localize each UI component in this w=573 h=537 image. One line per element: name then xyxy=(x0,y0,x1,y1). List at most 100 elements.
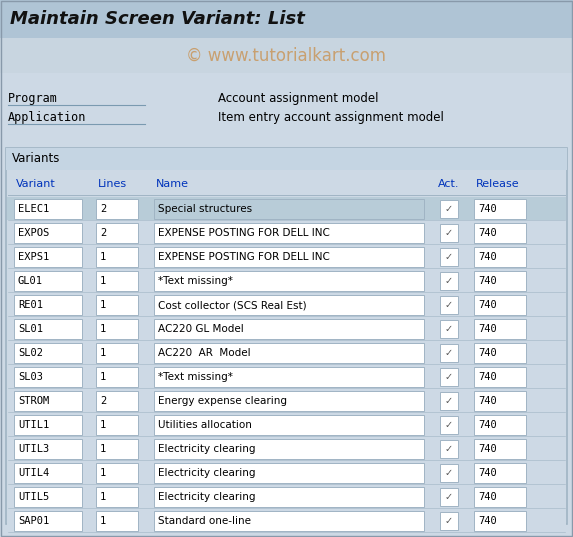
Bar xyxy=(154,319,424,339)
Bar xyxy=(96,199,138,219)
Bar xyxy=(440,440,458,458)
Bar xyxy=(7,437,566,460)
Text: Act.: Act. xyxy=(438,179,460,189)
Bar xyxy=(96,463,138,483)
Bar xyxy=(474,199,526,219)
Bar xyxy=(7,293,566,316)
Text: 740: 740 xyxy=(478,444,497,454)
Bar xyxy=(440,248,458,266)
Bar xyxy=(474,343,526,363)
Text: 740: 740 xyxy=(478,252,497,262)
Text: 740: 740 xyxy=(478,492,497,502)
Text: Electricity clearing: Electricity clearing xyxy=(158,468,256,478)
Bar xyxy=(0,0,573,38)
Bar xyxy=(14,295,82,315)
Bar xyxy=(474,415,526,435)
Bar xyxy=(474,487,526,507)
Text: ✓: ✓ xyxy=(445,420,453,430)
Bar xyxy=(14,415,82,435)
Bar xyxy=(440,512,458,530)
Bar xyxy=(440,224,458,242)
Text: GL01: GL01 xyxy=(18,276,43,286)
Text: © www.tutorialkart.com: © www.tutorialkart.com xyxy=(186,47,387,64)
Text: ✓: ✓ xyxy=(445,396,453,406)
Bar xyxy=(154,439,424,459)
Text: RE01: RE01 xyxy=(18,300,43,310)
Text: 740: 740 xyxy=(478,420,497,430)
Bar xyxy=(7,317,566,340)
Bar xyxy=(154,247,424,267)
Text: UTIL1: UTIL1 xyxy=(18,420,49,430)
Text: Electricity clearing: Electricity clearing xyxy=(158,444,256,454)
Text: 2: 2 xyxy=(100,396,106,406)
Bar xyxy=(7,245,566,268)
Text: Utilities allocation: Utilities allocation xyxy=(158,420,252,430)
Text: 2: 2 xyxy=(100,204,106,214)
Bar xyxy=(7,461,566,484)
Text: 1: 1 xyxy=(100,444,106,454)
Text: Special structures: Special structures xyxy=(158,204,252,214)
Text: EXPOS: EXPOS xyxy=(18,228,49,238)
Bar xyxy=(154,343,424,363)
Text: 1: 1 xyxy=(100,300,106,310)
Text: Variant: Variant xyxy=(16,179,56,189)
Bar xyxy=(440,272,458,290)
Text: 1: 1 xyxy=(100,516,106,526)
Text: 1: 1 xyxy=(100,324,106,334)
Bar xyxy=(154,367,424,387)
Bar xyxy=(440,464,458,482)
Text: ✓: ✓ xyxy=(445,444,453,454)
Bar xyxy=(154,415,424,435)
Text: ✓: ✓ xyxy=(445,276,453,286)
Text: 1: 1 xyxy=(100,468,106,478)
Bar xyxy=(14,199,82,219)
Bar xyxy=(96,415,138,435)
Bar xyxy=(474,271,526,291)
Text: 1: 1 xyxy=(100,276,106,286)
Bar xyxy=(154,223,424,243)
Bar xyxy=(154,295,424,315)
Bar xyxy=(96,319,138,339)
Text: ✓: ✓ xyxy=(445,324,453,334)
Bar xyxy=(440,200,458,218)
Text: EXPENSE POSTING FOR DELL INC: EXPENSE POSTING FOR DELL INC xyxy=(158,228,330,238)
Bar xyxy=(474,511,526,531)
Text: ✓: ✓ xyxy=(445,492,453,502)
Text: ✓: ✓ xyxy=(445,204,453,214)
Bar xyxy=(96,223,138,243)
Text: SL03: SL03 xyxy=(18,372,43,382)
Bar xyxy=(440,488,458,506)
Bar xyxy=(14,271,82,291)
Bar xyxy=(474,319,526,339)
Bar xyxy=(14,319,82,339)
Text: Maintain Screen Variant: List: Maintain Screen Variant: List xyxy=(10,10,305,28)
Bar xyxy=(474,247,526,267)
Bar xyxy=(0,38,573,73)
Bar xyxy=(7,485,566,508)
Bar xyxy=(474,367,526,387)
Text: EXPENSE POSTING FOR DELL INC: EXPENSE POSTING FOR DELL INC xyxy=(158,252,330,262)
Text: UTIL4: UTIL4 xyxy=(18,468,49,478)
Text: ✓: ✓ xyxy=(445,252,453,262)
Text: Lines: Lines xyxy=(98,179,127,189)
Bar xyxy=(7,269,566,292)
Bar xyxy=(154,487,424,507)
Text: ✓: ✓ xyxy=(445,348,453,358)
Text: ✓: ✓ xyxy=(445,372,453,382)
Bar xyxy=(440,344,458,362)
Text: 1: 1 xyxy=(100,492,106,502)
Text: *Text missing*: *Text missing* xyxy=(158,276,233,286)
Text: *Text missing*: *Text missing* xyxy=(158,372,233,382)
Bar xyxy=(96,367,138,387)
Bar xyxy=(96,487,138,507)
Bar xyxy=(14,223,82,243)
Text: Program: Program xyxy=(8,92,58,105)
Bar xyxy=(14,463,82,483)
Text: AC220 GL Model: AC220 GL Model xyxy=(158,324,244,334)
Text: 2: 2 xyxy=(100,228,106,238)
Bar xyxy=(154,511,424,531)
Bar xyxy=(7,413,566,436)
Text: Energy expense clearing: Energy expense clearing xyxy=(158,396,287,406)
Text: Release: Release xyxy=(476,179,520,189)
Text: 740: 740 xyxy=(478,372,497,382)
